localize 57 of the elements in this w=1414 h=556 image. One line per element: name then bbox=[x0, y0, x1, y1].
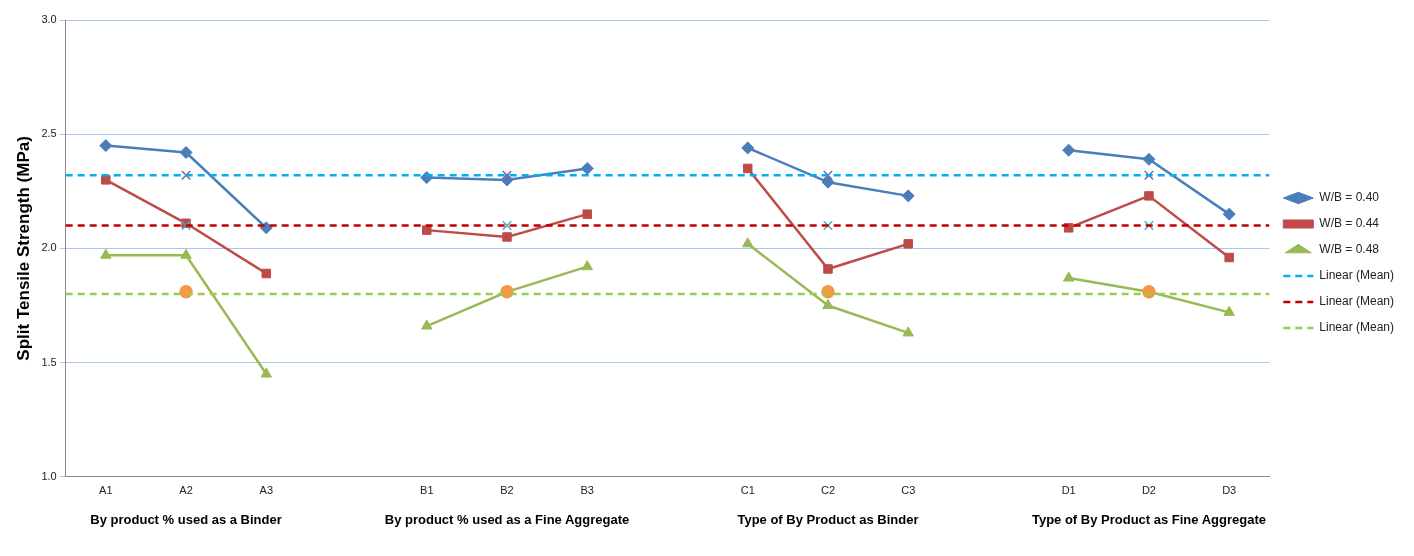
text: By product % used as a Fine Aggregate bbox=[384, 512, 630, 528]
point bbox=[100, 248, 112, 259]
x-tick-label: B1 bbox=[420, 484, 434, 497]
point bbox=[1144, 191, 1154, 201]
x-tick-label: C1 bbox=[740, 484, 755, 497]
y-tick-label: 2.0 bbox=[41, 241, 57, 254]
point bbox=[1224, 252, 1234, 263]
point bbox=[101, 175, 111, 185]
point bbox=[422, 225, 432, 235]
point bbox=[99, 139, 113, 153]
x-tick-label: C3 bbox=[901, 484, 916, 497]
legend-label: W/B = 0.44 bbox=[1319, 216, 1380, 231]
point bbox=[1222, 207, 1236, 221]
point bbox=[261, 268, 272, 279]
text: By product % used as a Binder bbox=[90, 512, 282, 528]
x-tick-label: A3 bbox=[259, 484, 274, 497]
point bbox=[903, 239, 913, 249]
point bbox=[179, 145, 193, 159]
point bbox=[821, 175, 835, 189]
point bbox=[180, 248, 192, 259]
point bbox=[502, 232, 512, 242]
x-tick-label: D3 bbox=[1222, 484, 1237, 497]
legend-label: Linear (Mean) bbox=[1319, 268, 1394, 283]
legend-label: Linear (Mean) bbox=[1319, 294, 1394, 309]
x-tick-label: A2 bbox=[179, 484, 193, 497]
y-tick-label: 2.5 bbox=[41, 127, 57, 140]
text: Type of By Product as Fine Aggregate bbox=[1031, 512, 1266, 528]
point bbox=[1063, 271, 1075, 282]
point bbox=[1062, 143, 1076, 157]
point bbox=[742, 237, 754, 248]
x-tick-label: D2 bbox=[1141, 484, 1156, 497]
x-tick-label: B3 bbox=[580, 484, 594, 497]
y-tick-label: 1.5 bbox=[41, 355, 57, 368]
legend-label: W/B = 0.40 bbox=[1319, 190, 1380, 205]
point bbox=[580, 161, 594, 175]
point bbox=[260, 367, 272, 378]
point bbox=[901, 189, 915, 203]
point bbox=[421, 319, 433, 330]
point bbox=[582, 209, 592, 219]
x-tick-label: C2 bbox=[820, 484, 836, 497]
point bbox=[1142, 152, 1156, 166]
point bbox=[822, 299, 834, 309]
y-axis-title: Split Tensile Strength (MPa) bbox=[13, 136, 33, 361]
legend-label: Linear (Mean) bbox=[1319, 320, 1394, 335]
point bbox=[741, 141, 755, 155]
y-tick-label: 3.0 bbox=[41, 13, 57, 26]
point bbox=[823, 264, 833, 274]
legend-label: W/B = 0.48 bbox=[1319, 242, 1380, 257]
y-tick-label: 1.0 bbox=[41, 469, 57, 482]
point bbox=[1223, 305, 1235, 316]
x-tick-label: B2 bbox=[500, 484, 514, 497]
text: Type of By Product as Binder bbox=[737, 512, 919, 528]
x-tick-label: D1 bbox=[1061, 484, 1076, 497]
point bbox=[581, 260, 593, 271]
x-tick-label: A1 bbox=[99, 484, 113, 497]
point bbox=[742, 163, 753, 174]
point bbox=[902, 326, 914, 337]
